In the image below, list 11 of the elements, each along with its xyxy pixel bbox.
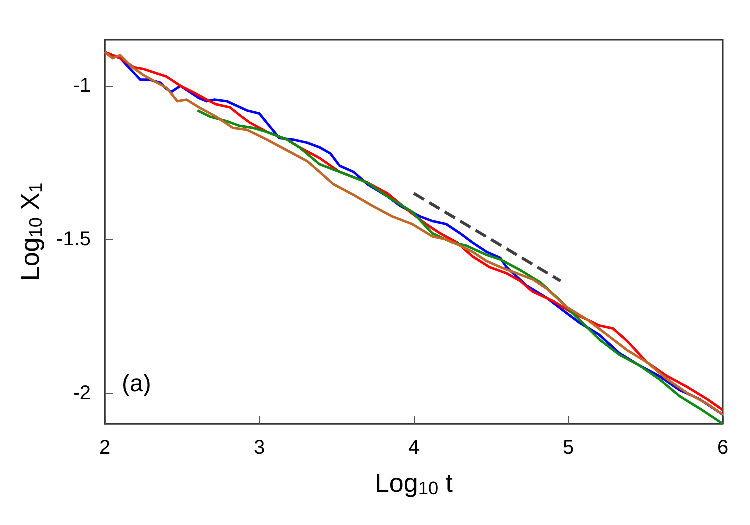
x-tick-label: 4: [408, 437, 420, 459]
y-tick-label: -2: [73, 382, 91, 404]
x-tick-label: 3: [254, 437, 266, 459]
x-tick-label: 6: [717, 437, 729, 459]
x-tick-label: 2: [99, 437, 111, 459]
y-tick-label: -1: [73, 75, 91, 98]
x-tick-label: 5: [562, 437, 574, 459]
annotation: (a): [122, 370, 152, 398]
y-tick-label: -1.5: [56, 228, 91, 251]
y-axis-title: Log10 X1: [15, 182, 46, 282]
x-axis-title: Log10 t: [374, 468, 454, 499]
